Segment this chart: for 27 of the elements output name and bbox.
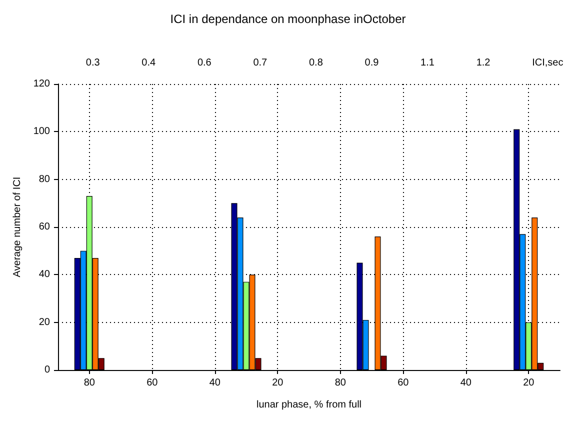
x-tick-label: 40	[460, 378, 472, 388]
text: 1.1	[420, 58, 435, 68]
text: 0.3	[86, 58, 100, 68]
text: 1.2	[476, 58, 491, 68]
text: 0.8	[309, 58, 324, 68]
x-tick-label: 80	[84, 378, 96, 388]
x-axis-title: lunar phase, % from full	[256, 400, 362, 410]
x-tick-label: 60	[398, 378, 410, 388]
y-tick-label: 0	[44, 364, 50, 376]
text: 0.4	[142, 58, 156, 68]
x-tick-label: 20	[272, 378, 284, 388]
text: 0.9	[364, 58, 380, 68]
text: ICI,sec	[532, 58, 564, 68]
x-tick-label: 20	[523, 378, 535, 388]
text: 0.6	[197, 58, 212, 68]
x-tick-label: 40	[209, 378, 221, 388]
y-tick-label: 120	[33, 78, 50, 90]
text: 0.7	[253, 58, 268, 68]
y-tick-label: 60	[38, 222, 50, 232]
y-axis-title: Average number of ICI	[12, 176, 23, 278]
y-tick-label: 40	[38, 269, 50, 280]
x-tick-label: 80	[334, 378, 346, 388]
y-tick-label: 20	[38, 316, 50, 328]
x-tick-label: 60	[146, 378, 158, 388]
y-tick-label: 80	[38, 174, 50, 185]
chart-title: ICI in dependance on moonphase inOctober	[170, 12, 406, 26]
y-tick-label: 100	[33, 126, 50, 138]
